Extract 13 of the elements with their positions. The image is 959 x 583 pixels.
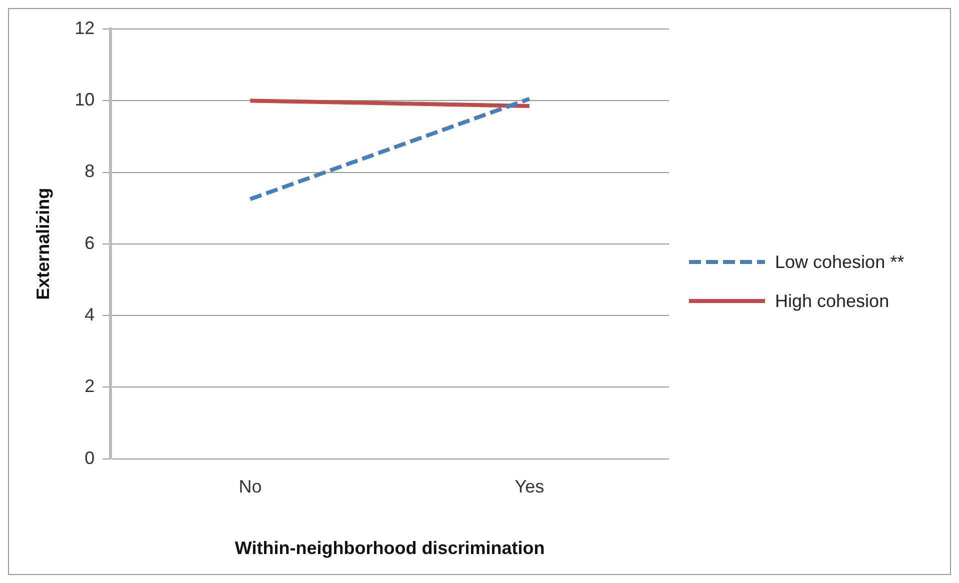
legend-label: Low cohesion **: [775, 252, 904, 272]
y-tick-label: 6: [84, 232, 95, 253]
legend-label: High cohesion: [775, 290, 890, 312]
y-tick-label: 8: [84, 161, 95, 182]
y-tick-label: 0: [84, 448, 95, 468]
x-tick-label: Yes: [514, 476, 544, 497]
y-tick-label: 4: [84, 304, 95, 324]
y-axis-title: Externalizing: [32, 188, 53, 300]
x-tick-label: No: [238, 476, 262, 497]
y-tick-label: 2: [84, 376, 95, 396]
y-tick-label: 10: [74, 90, 95, 110]
x-axis-title: Within-neighborhood discrimination: [234, 538, 545, 558]
y-tick-label: 12: [74, 18, 95, 38]
